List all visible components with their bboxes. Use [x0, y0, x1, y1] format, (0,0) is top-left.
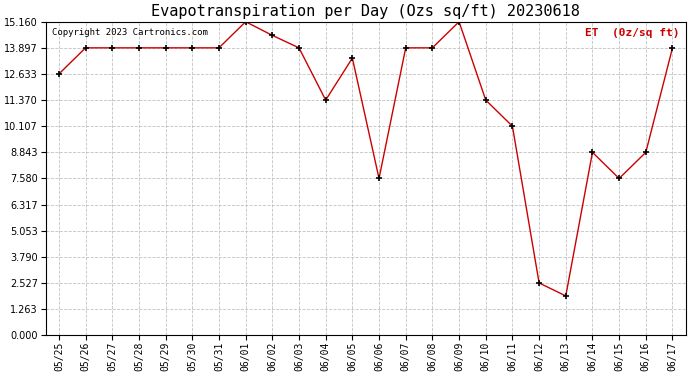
Text: Copyright 2023 Cartronics.com: Copyright 2023 Cartronics.com: [52, 28, 208, 37]
Title: Evapotranspiration per Day (Ozs sq/ft) 20230618: Evapotranspiration per Day (Ozs sq/ft) 2…: [151, 4, 580, 19]
Text: ET  (0z/sq ft): ET (0z/sq ft): [585, 28, 680, 38]
